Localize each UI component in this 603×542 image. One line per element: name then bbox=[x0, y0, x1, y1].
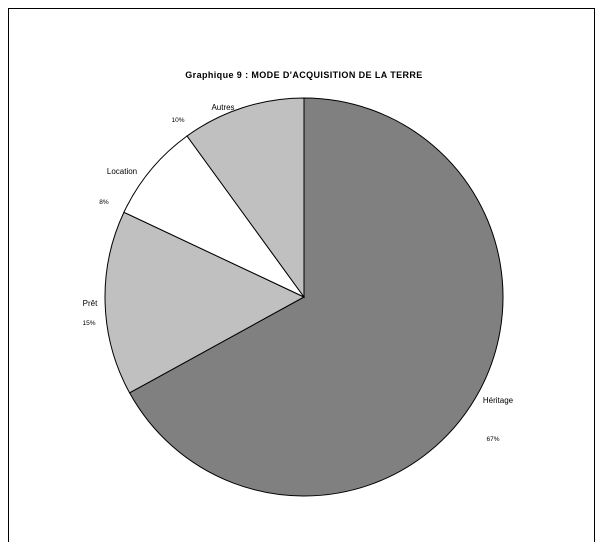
slice-label: Prêt bbox=[83, 299, 98, 308]
chart-title: Graphique 9 : MODE D'ACQUISITION DE LA T… bbox=[185, 70, 422, 80]
slice-percent-label: 10% bbox=[171, 117, 184, 124]
slice-percent-label: 15% bbox=[82, 320, 95, 327]
slice-percent-label: 8% bbox=[99, 199, 109, 206]
pie-slices bbox=[104, 97, 504, 497]
slice-label: Autres bbox=[211, 103, 234, 112]
pie-slice-location bbox=[123, 135, 305, 298]
pie-slice-autres bbox=[186, 97, 305, 299]
slice-label: Héritage bbox=[483, 396, 514, 405]
pie-labels: Héritage 67% Prêt 15% Location 8% Autres 10% bbox=[82, 103, 513, 443]
slice-label: Location bbox=[107, 167, 137, 176]
pie-slice-heritage bbox=[128, 97, 504, 497]
slice-percent-label: 67% bbox=[486, 436, 499, 443]
pie-slice-pret bbox=[104, 211, 306, 394]
